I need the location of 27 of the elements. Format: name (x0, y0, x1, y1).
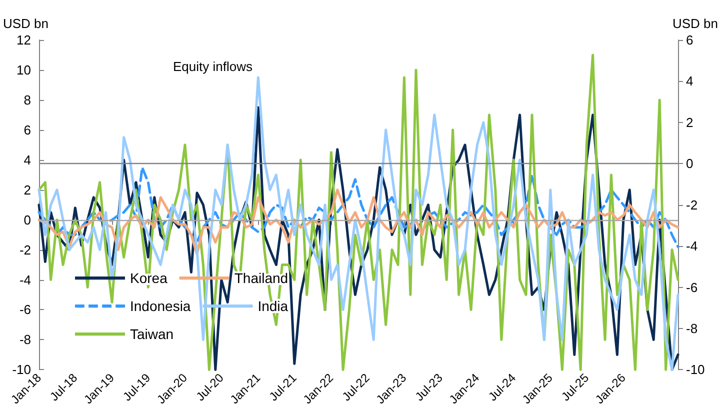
y2-tick-label: 4 (686, 74, 694, 89)
y-tick-label: 10 (16, 62, 31, 78)
y2-tick-label: -4 (686, 238, 698, 254)
text: Equity inflows (173, 59, 253, 74)
y-tick-label: 6 (24, 122, 31, 138)
y2-tick-label: -6 (686, 280, 698, 295)
y-tick-label: -6 (19, 302, 31, 318)
y-tick-label: -8 (19, 332, 31, 348)
y-tick-label: 0 (24, 212, 31, 228)
y-tick-label: 2 (24, 182, 31, 198)
y-tick-label: 12 (16, 32, 31, 48)
y2-tick-label: 2 (686, 114, 694, 130)
y-tick-label: -2 (19, 242, 31, 258)
line-series (38, 166, 680, 248)
y-tick-label: -4 (19, 272, 31, 288)
y2-tick-label: -8 (686, 320, 698, 336)
legend-label: Taiwan (130, 326, 174, 342)
y2-tick-label: -2 (686, 197, 698, 212)
y-tick-label: 4 (24, 152, 31, 168)
y2-tick-label: 0 (686, 156, 694, 172)
y-tick-label: -10 (12, 362, 31, 378)
y2-tick-label: 6 (686, 32, 694, 48)
y2-tick-label: -10 (686, 362, 705, 378)
legend-label: Indonesia (130, 298, 191, 314)
y2-axis-title: USD bn (672, 16, 718, 31)
y-axis-title: USD bn (3, 16, 49, 31)
y-tick-label: 8 (24, 92, 31, 108)
